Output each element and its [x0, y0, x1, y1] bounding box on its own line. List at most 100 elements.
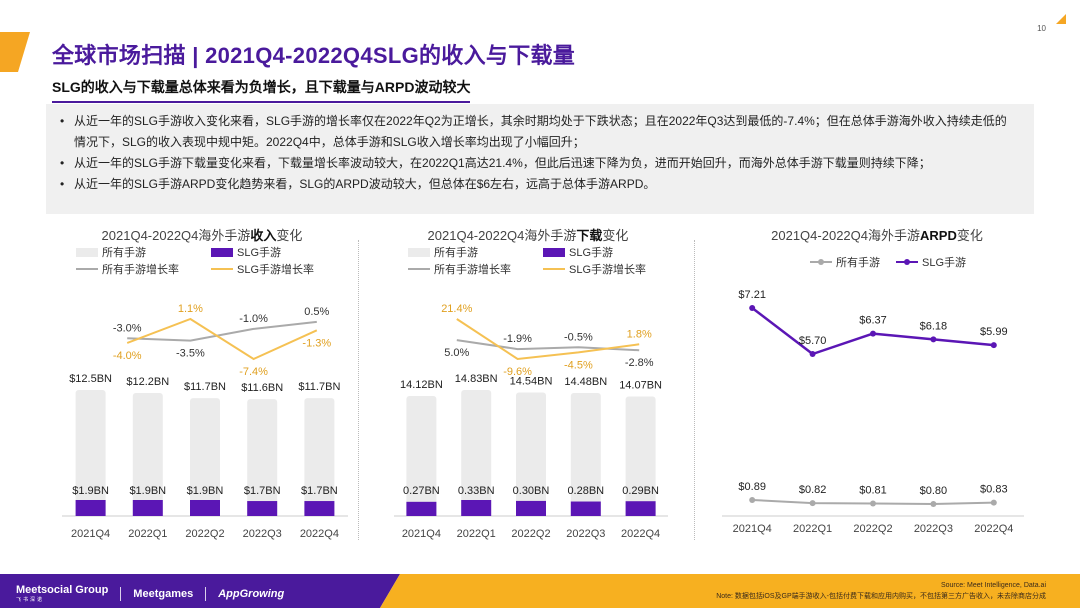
point-label-all: $0.83 [980, 484, 1008, 496]
bar-all-games [75, 390, 106, 516]
point-slg [749, 305, 756, 311]
point-label-all: $0.81 [859, 485, 887, 497]
bar-label-all: 14.07BN [619, 379, 662, 391]
growth-label-slg: 21.4% [441, 303, 472, 315]
point-all [870, 500, 876, 507]
chart-divider [358, 240, 359, 540]
legend-label: 所有手游 [102, 245, 146, 259]
growth-label-slg: 1.8% [627, 328, 652, 340]
growth-label-all: 5.0% [444, 347, 469, 359]
chart-title: 2021Q4-2022Q4海外手游下载变化 [428, 228, 629, 243]
legend-label: SLG手游增长率 [569, 262, 646, 276]
arpd-chart: 2021Q4-2022Q4海外手游ARPD变化所有手游 SLG手游 $7.21 $5.… [712, 224, 1042, 550]
download-chart: 2021Q4-2022Q4海外手游下载变化 所有手游 SLG手游 所有手游增长率 SLG… [378, 224, 678, 550]
legend-swatch-all [76, 248, 98, 257]
chart-title: 2021Q4-2022Q4海外手游收入变化 [102, 228, 303, 243]
bar-slg-games [75, 500, 106, 516]
point-slg [870, 330, 876, 337]
bar-all-games [304, 398, 335, 516]
point-label-slg: $7.21 [738, 289, 766, 301]
x-tick-label: 2022Q2 [511, 528, 550, 540]
x-tick-label: 2021Q4 [71, 528, 110, 540]
bar-all-games [461, 390, 492, 516]
bar-all-games [516, 392, 546, 516]
legend-label: 所有手游增长率 [434, 262, 511, 276]
growth-label-slg: -4.0% [113, 350, 142, 362]
point-slg [809, 351, 816, 357]
x-tick-label: 2022Q1 [793, 523, 832, 535]
legend-marker-slg [904, 259, 910, 265]
x-tick-label: 2022Q2 [853, 523, 892, 535]
bar-slg-games [304, 501, 335, 516]
bar-label-slg: $1.9BN [72, 485, 109, 497]
x-tick-label: 2022Q4 [300, 528, 339, 540]
growth-line-slg [456, 318, 640, 361]
page-number: 10 [1037, 24, 1046, 33]
bar-label-slg: $1.7BN [301, 485, 338, 497]
legend-label: 所有手游 [836, 255, 880, 269]
bar-label-all: 14.54BN [510, 375, 553, 387]
x-tick-label: 2022Q1 [457, 528, 496, 540]
bar-slg-games [190, 500, 220, 516]
bar-all-games [132, 393, 163, 516]
bar-slg-games [406, 501, 437, 516]
x-tick-label: 2022Q3 [914, 523, 953, 535]
logo-separator [120, 586, 122, 601]
bar-label-all: $11.7BN [298, 381, 340, 393]
note-text: Note: 数据包括iOS及GP端手游收入-包括付费下载和应用内购买，不包括第三… [716, 593, 1046, 600]
growth-label-all: -1.0% [239, 313, 268, 325]
bar-all-games [406, 396, 437, 516]
bullet-item: • 从近一年的SLG手游收入变化来看，SLG手游的增长率仅在2022年Q2为正增长… [60, 114, 1007, 149]
bar-all-games [190, 398, 220, 516]
point-label-all: $0.80 [920, 485, 948, 497]
point-label-slg: $6.37 [859, 315, 887, 327]
growth-line-all [127, 320, 317, 342]
page-title: 全球市场扫描 | 2021Q4-2022Q4SLG的收入与下载量 [52, 43, 576, 68]
growth-label-slg: 1.1% [178, 303, 203, 315]
bar-label-all: $11.6BN [241, 382, 283, 394]
growth-label-slg: -1.3% [302, 337, 331, 349]
bar-label-all: 14.48BN [564, 376, 607, 388]
bar-slg-games [132, 500, 163, 516]
bar-label-slg: 0.30BN [513, 485, 550, 497]
point-all [930, 501, 937, 507]
legend-swatch-all [408, 248, 430, 257]
legend-label: SLG手游 [569, 245, 613, 259]
chart-title: 2021Q4-2022Q4海外手游ARPD变化 [771, 228, 983, 243]
bar-all-games [570, 392, 601, 516]
bullet-item: • 从近一年的SLG手游下载量变化来看，下载量增长率波动较大，在2022Q1高达2… [60, 156, 931, 170]
footer-band: Meetsocial Group 飞书深诺 Meetgames AppGrowin… [0, 574, 1080, 608]
revenue-chart: 2021Q4-2022Q4海外手游收入变化 所有手游 SLG手游 所有手游增长率 SLG… [46, 224, 358, 550]
x-tick-label: 2022Q3 [243, 528, 282, 540]
legend-marker-all [818, 259, 824, 265]
growth-label-all: -1.9% [503, 333, 532, 345]
footer-source: Source: Meet Intelligence, Data.ai Note:… [716, 580, 1046, 602]
growth-label-all: 0.5% [304, 306, 329, 318]
footer-background [0, 574, 1080, 608]
bar-label-all: 14.12BN [400, 379, 443, 391]
growth-label-slg: -7.4% [239, 366, 268, 378]
point-label-slg: $5.70 [799, 335, 827, 347]
x-tick-label: 2022Q4 [621, 528, 660, 540]
bar-label-all: 14.83BN [455, 373, 498, 385]
x-tick-label: 2022Q4 [974, 523, 1013, 535]
bar-label-slg: 0.33BN [458, 485, 495, 497]
point-slg [990, 342, 997, 349]
legend-label: 所有手游增长率 [102, 262, 179, 276]
point-label-all: $0.82 [799, 484, 827, 496]
bar-label-slg: $1.7BN [244, 485, 281, 497]
bar-all-games [247, 399, 278, 516]
legend-swatch-slg [543, 248, 565, 257]
bar-label-all: $11.7BN [184, 381, 226, 393]
bullet-item: • 从近一年的SLG手游ARPD变化趋势来看，SLG的ARPD波动较大，但总体在$… [60, 177, 656, 191]
legend-label: SLG手游 [922, 255, 966, 269]
x-tick-label: 2022Q3 [566, 528, 605, 540]
growth-label-slg: -4.5% [564, 359, 593, 371]
logo-separator [205, 586, 207, 601]
growth-label-slg: -9.6% [503, 366, 532, 378]
growth-label-all: -3.5% [176, 348, 205, 360]
x-tick-label: 2021Q4 [402, 528, 441, 540]
source-text: Source: Meet Intelligence, Data.ai [940, 582, 1046, 589]
